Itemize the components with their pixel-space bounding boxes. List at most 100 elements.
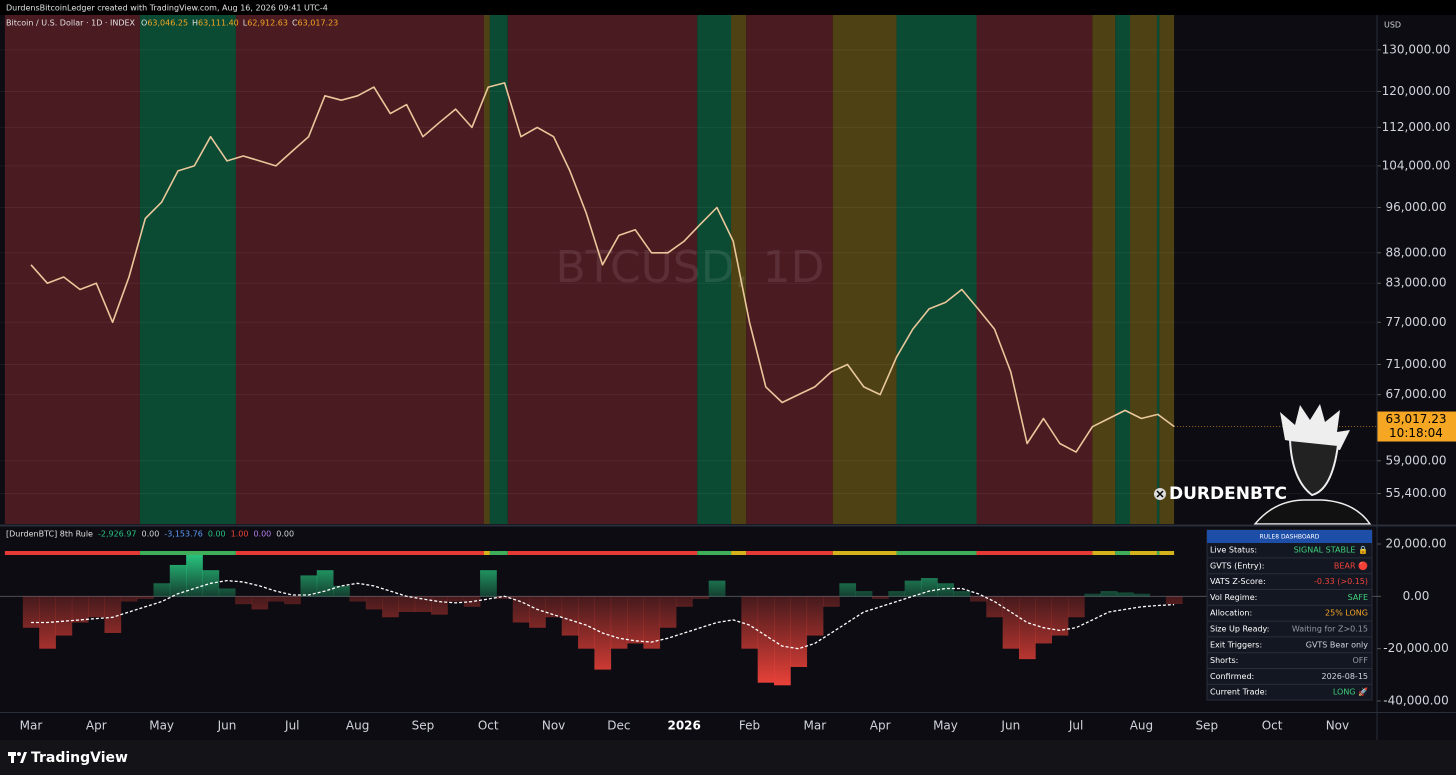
tv-logo <box>8 752 27 763</box>
x-tick-label: Oct <box>1262 719 1283 733</box>
oscillator-bar <box>120 596 138 602</box>
last-price-label: 63,017.23 <box>1385 412 1446 426</box>
x-tick-label: Apr <box>870 719 891 733</box>
regime-band <box>1156 15 1160 524</box>
oscillator-bar <box>1084 593 1102 597</box>
oscillator-bar <box>186 554 203 597</box>
oscillator-bar <box>104 596 122 633</box>
oscillator-bar <box>365 596 383 610</box>
oscillator-bar <box>708 580 726 597</box>
x-tick-label: Sep <box>412 719 435 733</box>
last-price-box <box>1377 411 1456 442</box>
x-tick-label: Dec <box>607 719 630 733</box>
regime-band <box>1115 15 1131 524</box>
oscillator-bar <box>1165 596 1183 605</box>
dashboard-label: Confirmed: <box>1210 672 1254 681</box>
oscillator-bar <box>251 596 269 610</box>
ohlc-key: H <box>192 19 198 28</box>
indicator-title: [DurdenBTC] 8th Rule <box>6 530 93 539</box>
x-tick-label: Nov <box>1326 719 1349 733</box>
regime-strip <box>139 551 236 555</box>
oscillator-bar <box>741 596 759 649</box>
plot-layer: 130,000.00 120,000.00 112,000.00 104,000.00… <box>0 15 1456 740</box>
regime-strip <box>489 551 508 555</box>
x-tick-label: Aug <box>1130 719 1153 733</box>
x-tick-label: Sep <box>1195 719 1218 733</box>
y-tick-label: 20,000.00 <box>1385 537 1446 551</box>
header-text: DurdensBitcoinLedger created with Tradin… <box>6 4 328 13</box>
portrait-hair <box>1280 404 1350 450</box>
oscillator-bar <box>71 596 89 623</box>
ohlc-key: O <box>141 19 147 28</box>
oscillator-bar <box>953 591 971 597</box>
y-tick-label: 67,000.00 <box>1385 387 1446 401</box>
regime-strip <box>4 551 140 555</box>
x-tick-label: Jun <box>217 719 237 733</box>
regime-strip <box>697 551 732 555</box>
ohlc-value: 63,017.23 <box>298 19 339 28</box>
currency: USD <box>1384 21 1401 30</box>
x-tick-label: Aug <box>346 719 369 733</box>
regime-band <box>507 15 698 524</box>
oscillator-bar <box>692 596 710 599</box>
dashboard-value: 25% LONG <box>1325 609 1368 618</box>
dashboard-label: Vol Regime: <box>1210 593 1257 602</box>
portrait-shoulders <box>1253 499 1372 525</box>
oscillator-bar <box>55 596 73 636</box>
x-tick-label: Jun <box>1000 719 1020 733</box>
countdown: 10:18:04 <box>1389 426 1443 440</box>
oscillator-bar <box>774 596 791 686</box>
regime-band <box>139 15 236 524</box>
y-tick-label: 71,000.00 <box>1385 357 1446 371</box>
regime-band <box>896 15 977 524</box>
oscillator-bar <box>414 596 432 613</box>
regime-band <box>4 15 140 524</box>
chart-title: Bitcoin / U.S. Dollar · 1D · INDEX <box>6 19 136 28</box>
portrait-face <box>1288 438 1340 497</box>
regime-strip <box>832 551 897 555</box>
oscillator-bar <box>757 596 775 683</box>
header-bar <box>0 0 1456 15</box>
oscillator-bar <box>300 575 318 597</box>
indicator-value: 1.00 <box>231 530 249 539</box>
oscillator-bar <box>267 596 285 602</box>
oscillator-bar <box>986 596 1004 618</box>
x-tick-label: Mar <box>20 719 43 733</box>
regime-band <box>746 15 833 524</box>
oscillator-bar <box>398 596 416 613</box>
dashboard-label: Shorts: <box>1210 656 1238 665</box>
y-tick-label: 77,000.00 <box>1385 315 1446 329</box>
oscillator-bar <box>235 596 252 605</box>
dashboard-value: SAFE <box>1348 593 1368 602</box>
oscillator-bar <box>920 578 938 597</box>
y-tick-label: -20,000.00 <box>1383 641 1448 655</box>
oscillator-bar <box>463 596 481 607</box>
dashboard-value: OFF <box>1353 656 1369 665</box>
regime-strip <box>1159 551 1175 555</box>
ohlc-value: 63,111.40 <box>198 19 239 28</box>
regime-band <box>976 15 1093 524</box>
oscillator-bar <box>627 596 644 644</box>
y-tick-label: -40,000.00 <box>1383 694 1448 708</box>
dashboard-value: BEAR 🔴 <box>1334 560 1368 570</box>
oscillator-bar <box>382 596 399 618</box>
oscillator-bar <box>284 596 301 605</box>
dashboard-label: Live Status: <box>1210 546 1257 555</box>
regime-band <box>1092 15 1116 524</box>
oscillator-bar <box>496 596 514 599</box>
footer-bar <box>0 740 1456 775</box>
x-tick-label: May <box>933 719 958 733</box>
oscillator-bar <box>529 596 546 628</box>
x-tick-label: Oct <box>478 719 499 733</box>
y-tick-label: 120,000.00 <box>1382 84 1451 98</box>
regime-strip <box>235 551 484 555</box>
regime-strip <box>483 551 490 555</box>
oscillator-bar <box>643 596 661 649</box>
y-tick-label: 0.00 <box>1403 589 1430 603</box>
oscillator-bar <box>1002 596 1020 649</box>
dashboard-value: -0.33 (>0.15) <box>1314 577 1368 586</box>
oscillator-bar <box>218 588 236 597</box>
regime-band <box>1159 15 1175 524</box>
dashboard-label: GVTS (Entry): <box>1210 561 1264 570</box>
